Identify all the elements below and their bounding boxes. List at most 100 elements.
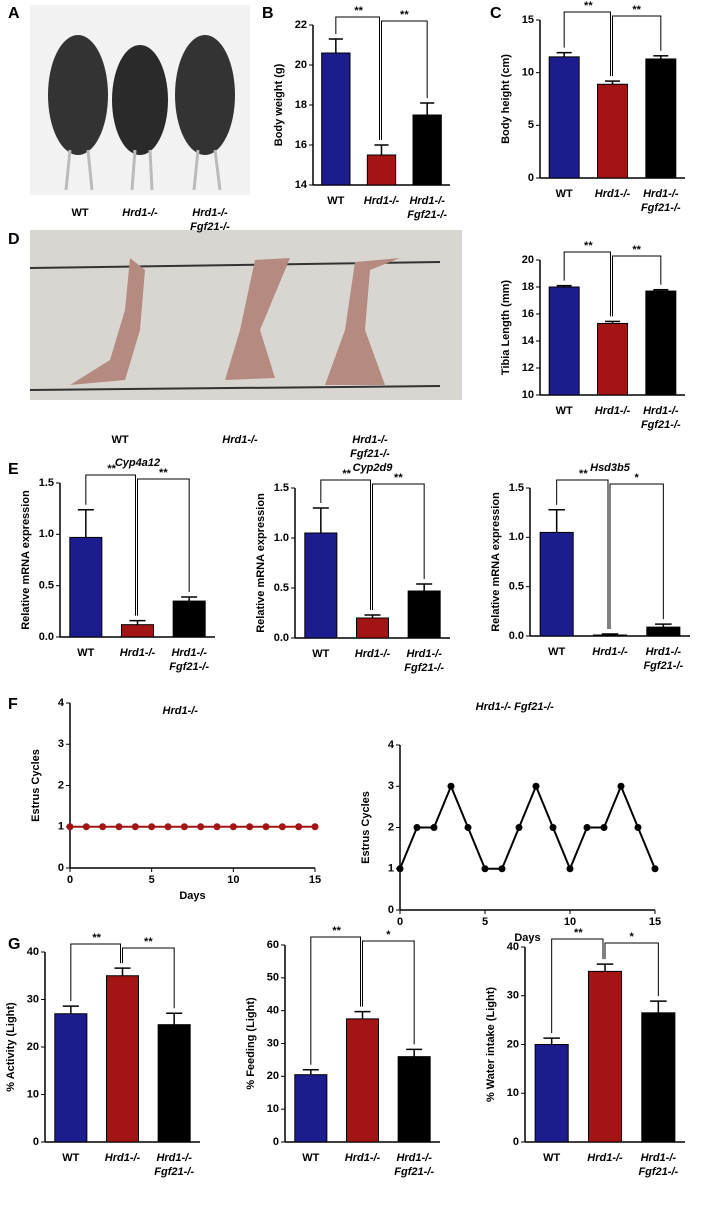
- y-tick-label: 4: [58, 697, 65, 709]
- bar: [172, 600, 206, 638]
- significance-label: **: [394, 472, 403, 484]
- y-tick-label: 16: [522, 308, 534, 320]
- bar: [304, 532, 338, 639]
- y-axis-label: Body height (cm): [500, 54, 512, 144]
- marker: [82, 823, 90, 831]
- chart-title: Hsd3b5: [590, 462, 631, 474]
- marker: [447, 782, 455, 790]
- significance-bracket: [609, 483, 664, 630]
- photo-label: Fgf21-/-: [190, 221, 230, 233]
- marker: [498, 865, 506, 873]
- y-tick-label: 0: [388, 904, 394, 916]
- photo-mice: [30, 5, 250, 195]
- significance-label: **: [107, 463, 116, 475]
- significance-label: *: [386, 929, 391, 941]
- y-axis-label: Relative mRNA expression: [490, 492, 502, 632]
- photo-label: Hrd1-/-: [222, 434, 258, 446]
- chart-title: Hrd1-/-: [163, 705, 199, 717]
- x-tick-label: Fgf21-/-: [407, 209, 447, 221]
- bar: [321, 52, 351, 186]
- y-tick-label: 1.0: [509, 531, 524, 543]
- photo-tibia: [29, 230, 462, 400]
- y-tick-label: 0: [513, 1136, 519, 1148]
- y-tick-label: 1.0: [274, 532, 289, 544]
- x-tick-label: Hrd1-/-: [641, 1152, 677, 1164]
- significance-bracket: [85, 474, 136, 616]
- y-tick-label: 0: [58, 862, 64, 874]
- y-tick-label: 1: [58, 821, 64, 833]
- bar: [294, 1074, 328, 1143]
- significance-bracket: [563, 11, 611, 77]
- photo-label: Hrd1-/-: [122, 207, 158, 219]
- x-tick-label: Fgf21-/-: [641, 202, 681, 214]
- y-tick-label: 10: [522, 389, 534, 401]
- y-tick-label: 10: [522, 67, 534, 79]
- x-tick-label: Hrd1-/-: [345, 1152, 381, 1164]
- x-tick-label: Hrd1-/-: [406, 648, 442, 660]
- panel-label: B: [262, 5, 274, 22]
- bar: [597, 322, 628, 396]
- marker: [583, 824, 591, 831]
- y-tick-label: 16: [295, 139, 307, 151]
- y-tick-label: 0.0: [39, 631, 54, 643]
- y-tick-label: 12: [522, 362, 534, 374]
- x-tick-label: Hrd1-/-: [171, 647, 207, 659]
- bar: [54, 1013, 88, 1143]
- photo-label: WT: [111, 434, 128, 446]
- bar: [345, 1018, 380, 1143]
- bar: [641, 1012, 676, 1143]
- x-tick-label: Fgf21-/-: [394, 1166, 434, 1178]
- panel-label: F: [8, 696, 18, 713]
- y-axis-label: % Water intake (Light): [485, 987, 497, 1102]
- marker: [197, 823, 205, 831]
- bar: [645, 58, 677, 179]
- y-tick-label: 1.5: [274, 482, 289, 494]
- x-tick-label: Fgf21-/-: [169, 661, 209, 673]
- y-tick-label: 14: [522, 335, 535, 347]
- y-tick-label: 30: [507, 990, 519, 1002]
- y-axis-label: % Feeding (Light): [245, 997, 257, 1090]
- y-tick-label: 40: [267, 1005, 279, 1017]
- x-tick-label: WT: [556, 405, 573, 417]
- x-tick-label: Fgf21-/-: [638, 1166, 678, 1178]
- significance-label: *: [630, 931, 635, 943]
- marker: [246, 823, 254, 831]
- bar: [534, 1044, 569, 1143]
- y-tick-label: 3: [388, 780, 394, 792]
- x-tick-label: 5: [149, 874, 155, 886]
- chart-title: Hrd1-/- Fgf21-/-: [476, 701, 555, 713]
- significance-label: **: [632, 244, 641, 256]
- x-tick-label: WT: [543, 1152, 560, 1164]
- x-tick-label: Fgf21-/-: [404, 662, 444, 674]
- y-axis-label: % Activity (Light): [5, 1002, 17, 1092]
- marker: [651, 865, 659, 873]
- x-tick-label: WT: [548, 646, 565, 658]
- marker: [115, 823, 123, 831]
- marker: [515, 824, 523, 831]
- panel-label: E: [8, 461, 19, 478]
- significance-bracket: [335, 16, 380, 140]
- x-tick-label: 15: [649, 916, 661, 928]
- bar: [355, 617, 390, 639]
- significance-label: **: [342, 468, 351, 480]
- bar: [587, 970, 623, 1143]
- y-tick-label: 22: [295, 19, 307, 31]
- bar: [548, 286, 580, 396]
- significance-label: **: [332, 925, 341, 937]
- x-tick-label: Fgf21-/-: [154, 1166, 194, 1178]
- x-tick-label: 10: [564, 916, 576, 928]
- marker: [164, 823, 172, 831]
- significance-bracket: [310, 936, 361, 1065]
- y-tick-label: 14: [295, 179, 308, 191]
- significance-bracket: [612, 15, 662, 77]
- x-tick-label: 10: [227, 874, 239, 886]
- x-tick-label: Hrd1-/-: [105, 1152, 141, 1164]
- y-tick-label: 40: [507, 941, 519, 953]
- y-tick-label: 5: [528, 119, 534, 131]
- significance-bracket: [362, 940, 415, 1045]
- marker: [148, 823, 156, 831]
- bar: [645, 290, 677, 396]
- significance-bracket: [320, 479, 371, 610]
- x-axis-label: Days: [179, 890, 205, 902]
